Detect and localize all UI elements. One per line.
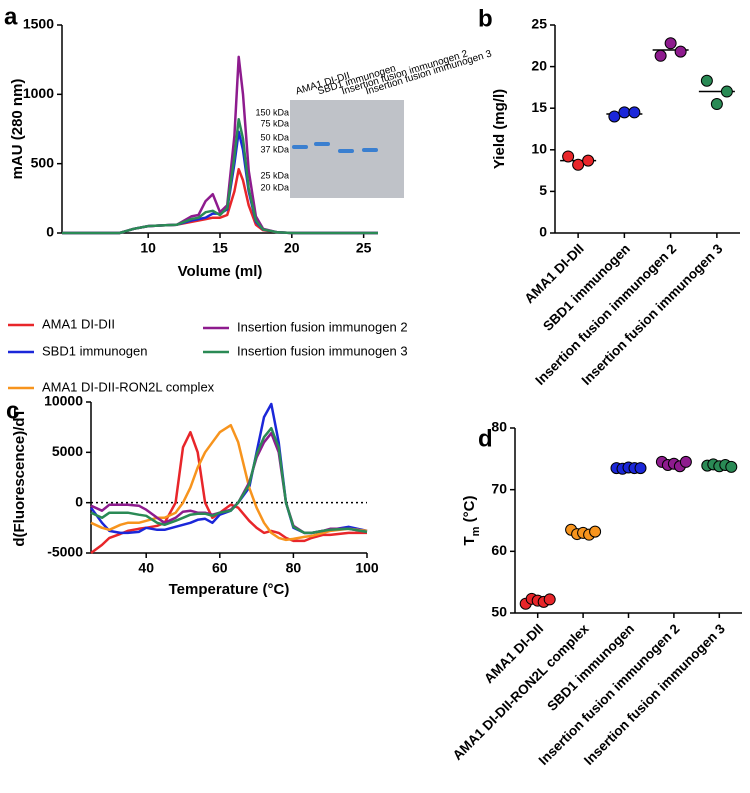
y-tick-label: 20 xyxy=(531,57,547,73)
panel-letter: c xyxy=(6,397,19,424)
y-axis-label-sub: m xyxy=(470,526,482,536)
point xyxy=(589,525,602,538)
point xyxy=(725,460,738,473)
point xyxy=(543,593,556,606)
marker-label: 75 kDa xyxy=(260,118,289,128)
panel-letter: a xyxy=(4,3,18,30)
y-tick-label: 60 xyxy=(491,542,507,558)
panel-letter: d xyxy=(478,425,493,452)
y-tick-label: -5000 xyxy=(47,544,83,560)
y-axis-label-part: T xyxy=(461,536,478,545)
marker-label: 150 kDa xyxy=(255,107,289,117)
point xyxy=(654,49,667,62)
gel-band xyxy=(292,145,308,149)
point xyxy=(674,45,687,58)
y-axis-label: mAU (280 nm) xyxy=(9,79,26,180)
y-axis-label: Tm (°C) xyxy=(461,496,482,546)
y-tick-label: 0 xyxy=(46,224,54,240)
point xyxy=(720,85,733,98)
y-tick-label: 1500 xyxy=(23,16,54,32)
x-tick-label: SBD1 immunogen xyxy=(544,621,637,714)
point xyxy=(582,154,595,167)
y-tick-label: 0 xyxy=(539,224,547,240)
y-tick-label: 50 xyxy=(491,604,507,620)
point xyxy=(562,150,575,163)
x-tick-label: 40 xyxy=(138,560,154,576)
x-tick-label: 100 xyxy=(355,560,379,576)
x-tick-label: 15 xyxy=(212,240,228,256)
y-tick-label: 5 xyxy=(539,182,547,198)
line-series xyxy=(90,426,368,535)
legend-label: AMA1 DI-DII-RON2L complex xyxy=(42,379,215,394)
y-tick-label: 70 xyxy=(491,480,507,496)
x-axis-label: Temperature (°C) xyxy=(169,581,290,598)
panel-letter: b xyxy=(478,5,493,32)
legend-label: Insertion fusion immunogen 3 xyxy=(237,343,408,358)
x-tick-label: SBD1 immunogen xyxy=(540,241,633,334)
point xyxy=(679,455,692,468)
y-tick-label: 80 xyxy=(491,419,507,435)
y-tick-label: 15 xyxy=(531,99,547,115)
y-axis-label: Yield (mg/l) xyxy=(491,89,508,169)
x-tick-label: 25 xyxy=(356,240,372,256)
gel-band xyxy=(362,148,378,152)
y-tick-label: 25 xyxy=(531,16,547,32)
marker-label: 25 kDa xyxy=(260,170,289,180)
legend-label: SBD1 immunogen xyxy=(42,343,148,358)
x-tick-label: 20 xyxy=(284,240,300,256)
x-tick-label: 80 xyxy=(286,560,302,576)
legend-label: AMA1 DI-DII xyxy=(42,316,115,331)
point xyxy=(634,462,647,475)
y-tick-label: 5000 xyxy=(52,443,83,459)
point xyxy=(710,98,723,111)
point xyxy=(572,158,585,171)
x-tick-label: 10 xyxy=(140,240,156,256)
marker-label: 20 kDa xyxy=(260,182,289,192)
marker-label: 37 kDa xyxy=(260,144,289,154)
x-axis-label: Volume (ml) xyxy=(178,263,263,280)
line-series xyxy=(90,430,367,555)
point xyxy=(628,106,641,119)
x-tick-label: 60 xyxy=(212,560,228,576)
y-axis-label: d(Fluorescence)/dT xyxy=(11,408,28,546)
line-series xyxy=(90,423,368,542)
y-tick-label: 10 xyxy=(531,141,547,157)
legend-label: Insertion fusion immunogen 2 xyxy=(237,319,408,334)
y-axis-label-part: (°C) xyxy=(461,496,478,527)
y-tick-label: 1000 xyxy=(23,85,54,101)
point xyxy=(608,110,621,123)
line-series xyxy=(62,118,378,235)
point xyxy=(664,37,677,50)
gel-band xyxy=(314,142,330,146)
y-tick-label: 0 xyxy=(75,493,83,509)
y-tick-label: 500 xyxy=(31,154,55,170)
y-tick-label: 10000 xyxy=(44,393,83,409)
point xyxy=(618,106,631,119)
marker-label: 50 kDa xyxy=(260,132,289,142)
line-series xyxy=(90,431,368,535)
point xyxy=(700,74,713,87)
gel-band xyxy=(338,149,354,153)
